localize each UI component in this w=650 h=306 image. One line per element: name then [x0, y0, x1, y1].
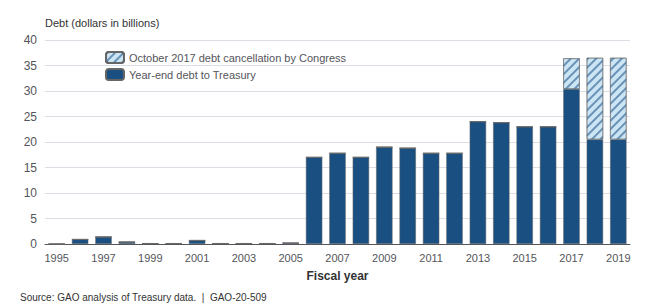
svg-text:Fiscal year: Fiscal year — [306, 269, 368, 283]
svg-text:Source: GAO analysis of Treasu: Source: GAO analysis of Treasury data. |… — [20, 292, 267, 303]
svg-text:10: 10 — [24, 186, 38, 200]
svg-text:Debt (dollars in billions): Debt (dollars in billions) — [45, 17, 159, 29]
svg-text:20: 20 — [24, 135, 38, 149]
svg-text:30: 30 — [24, 84, 38, 98]
svg-text:5: 5 — [30, 212, 37, 226]
svg-text:2005: 2005 — [278, 252, 302, 264]
svg-text:1999: 1999 — [138, 252, 162, 264]
svg-text:Year-end debt to Treasury: Year-end debt to Treasury — [129, 69, 256, 81]
svg-text:2019: 2019 — [606, 252, 630, 264]
svg-text:2013: 2013 — [466, 252, 490, 264]
svg-text:2015: 2015 — [512, 252, 536, 264]
svg-text:2017: 2017 — [559, 252, 583, 264]
svg-text:2003: 2003 — [232, 252, 256, 264]
svg-text:2011: 2011 — [419, 252, 443, 264]
svg-text:2001: 2001 — [185, 252, 209, 264]
svg-text:40: 40 — [24, 33, 38, 47]
svg-text:1997: 1997 — [91, 252, 115, 264]
svg-text:0: 0 — [30, 237, 37, 251]
svg-text:25: 25 — [24, 110, 38, 124]
svg-text:1995: 1995 — [44, 252, 68, 264]
svg-text:2007: 2007 — [325, 252, 349, 264]
svg-text:35: 35 — [24, 59, 38, 73]
svg-text:October 2017 debt cancellation: October 2017 debt cancellation by Congre… — [129, 52, 347, 64]
svg-text:15: 15 — [24, 161, 38, 175]
svg-text:2009: 2009 — [372, 252, 396, 264]
